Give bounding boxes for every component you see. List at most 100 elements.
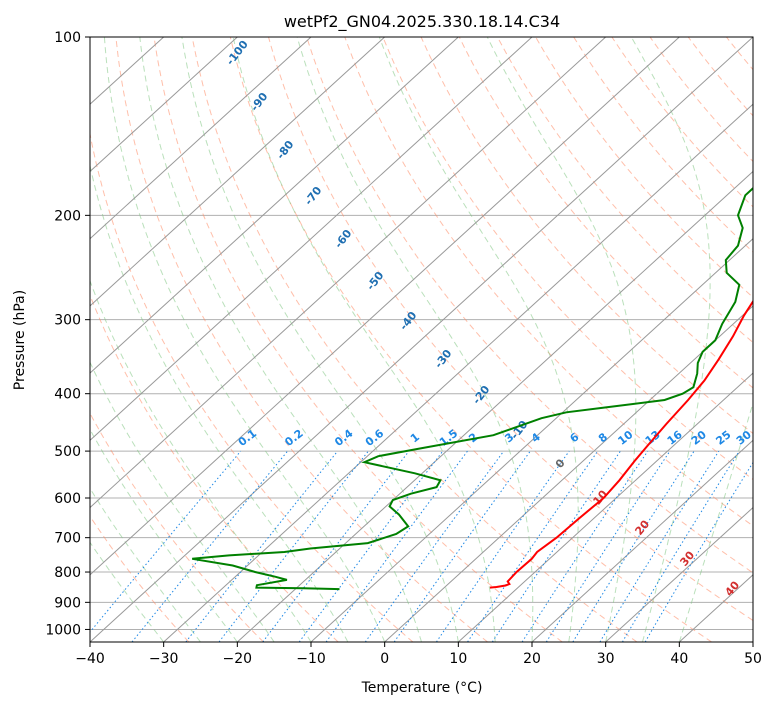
dry-adiabat-label: -80 [274,138,297,162]
mixing-ratio-line [491,450,621,642]
x-tick-label: −10 [296,651,326,667]
y-tick-label: 400 [54,387,81,403]
mixing-ratio-label: 16 [665,428,685,448]
isotherm-line [90,37,459,374]
y-tick-label: 300 [54,313,81,329]
y-tick-label: 1000 [45,622,81,638]
dewpoint-line [192,186,753,591]
moist-adiabat-line [378,37,579,642]
moist-adiabat-line [90,163,349,642]
mixing-ratio-label: 25 [713,428,733,448]
isotherm-line [90,37,753,642]
dry-adiabat-label: -30 [432,347,455,371]
moist-adiabat-line [296,37,534,642]
moist-adiabat-line [181,37,459,642]
mixing-ratio-line [131,450,288,642]
dry-adiabat-line [535,37,753,298]
x-tick-label: 30 [597,651,615,667]
mixing-ratio-label: 6 [568,430,582,445]
moist-adiabat-line [90,541,165,642]
dry-adiabat-line [458,37,753,389]
chart-title: wetPf2_GN04.2025.330.18.14.C34 [284,12,560,32]
moist-adiabat-label: 30 [677,548,697,568]
x-tick-label: −30 [149,651,179,667]
dry-adiabat-line [649,37,753,163]
reference-labels: 0.1 0.2 0.4 0.6 1 1.5 2 3 4 6 8 10 13 16 20 25 30 36-100-… [224,38,754,599]
mixing-ratio-label: 30 [734,428,754,448]
isotherm-line [457,372,753,642]
y-tick-label: 600 [54,491,81,507]
dry-adiabat-line [765,37,775,642]
y-axis-label: Pressure (hPa) [12,290,28,390]
dry-adiabat-line [573,37,753,253]
dry-adiabat-line [382,37,753,481]
moist-adiabat-line [90,361,275,642]
x-tick-label: 10 [449,651,467,667]
mixing-ratio-line [262,450,410,642]
x-tick-label: −40 [75,651,105,667]
moist-adiabat-line [139,37,422,642]
dry-adiabat-label: -40 [397,309,420,333]
moist-adiabat-line [90,428,238,642]
x-axis: −40 −30 −20 −10 0 10 20 30 40 50 [75,642,762,667]
dry-adiabat-line [306,37,753,574]
dry-adiabat-line [726,37,753,71]
dry-adiabat-label: -100 [224,38,251,68]
x-tick-label: 40 [670,651,688,667]
mixing-ratio-line [521,450,649,642]
y-tick-label: 800 [54,565,81,581]
moist-adiabat-label: 10 [590,487,610,507]
dry-adiabat-label: -50 [364,269,387,293]
moist-adiabat-line [232,37,496,642]
x-tick-label: 50 [744,651,762,667]
plot-area: 0.1 0.2 0.4 0.6 1 1.5 2 3 4 6 8 10 13 16 20 25 30 36-100-… [90,37,775,642]
mixing-ratio-line [435,450,570,642]
mixing-ratio-line [325,450,468,642]
dry-adiabat-line [229,37,712,642]
moist-adiabat-line [678,401,753,642]
mixing-ratio-label: 20 [689,428,709,448]
isotherm-grid [90,37,753,642]
mixing-ratio-line [364,450,505,642]
mixing-ratio-line [599,450,720,642]
mixing-ratio-label: 0.2 [282,427,305,449]
isotherm-line [90,37,607,509]
y-tick-label: 500 [54,444,81,460]
mixing-ratio-line [90,450,242,633]
x-tick-label: 20 [523,651,541,667]
moist-adiabat-label: 40 [722,578,742,598]
x-tick-label: 0 [380,651,389,667]
dry-adiabat-line [268,37,753,622]
mixing-ratio-line [467,450,599,642]
isotherm-line [90,37,312,240]
isotherm-line [310,237,753,642]
dry-adiabat-line [90,131,414,642]
plot-frame [89,36,754,643]
isotherm-line [90,37,680,576]
isobar-grid [90,37,753,630]
mixing-ratio-line [621,450,740,642]
moist-adiabat-label: 0 [553,456,568,470]
mixing-ratio-label: 1 [408,430,422,445]
dry-adiabat-line [90,515,190,642]
moist-adiabat-line [90,487,201,642]
dry-adiabat-line [420,37,753,435]
isotherm-line [90,37,238,173]
dry-adiabat-line [611,37,753,208]
moist-adiabat-line [103,37,386,642]
y-tick-label: 700 [54,531,81,547]
y-tick-label: 200 [54,208,81,224]
x-tick-label: −20 [223,651,253,667]
mixing-ratio-line [218,450,369,642]
mixing-ratio-line [572,450,695,642]
mixing-ratio-label: 0.6 [363,427,387,449]
dry-adiabat-line [153,37,563,642]
dry-adiabat-line [344,37,753,527]
dry-adiabat-line [496,37,753,344]
temperature-line [489,299,753,589]
x-axis-label: Temperature (°C) [361,680,483,696]
mixing-ratio-label: 0.1 [236,427,259,449]
isotherm-line [236,170,753,642]
isotherm-line [531,439,753,642]
